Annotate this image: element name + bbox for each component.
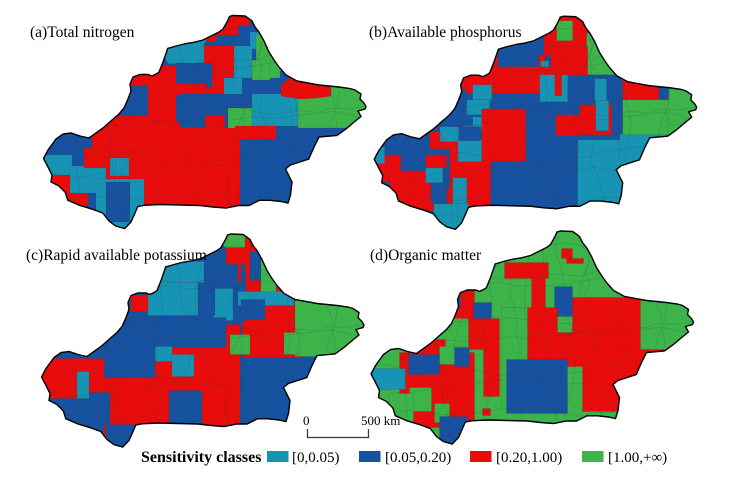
svg-text:500 km: 500 km	[361, 413, 400, 428]
svg-text:[1.00,+∞): [1.00,+∞)	[608, 450, 667, 466]
svg-text:[0.20,1.00): [0.20,1.00)	[496, 450, 562, 466]
svg-text:(c)Rapid available potassium: (c)Rapid available potassium	[26, 247, 207, 264]
svg-text:[0,0.05): [0,0.05)	[292, 450, 340, 466]
svg-text:0: 0	[303, 413, 310, 428]
svg-text:(b)Available phosphorus: (b)Available phosphorus	[369, 24, 522, 41]
svg-text:(a)Total nitrogen: (a)Total nitrogen	[30, 24, 135, 41]
svg-text:(d)Organic matter: (d)Organic matter	[370, 247, 482, 264]
svg-text:Sensitivity classes: Sensitivity classes	[141, 449, 261, 466]
svg-text:[0.05,0.20): [0.05,0.20)	[385, 450, 451, 466]
